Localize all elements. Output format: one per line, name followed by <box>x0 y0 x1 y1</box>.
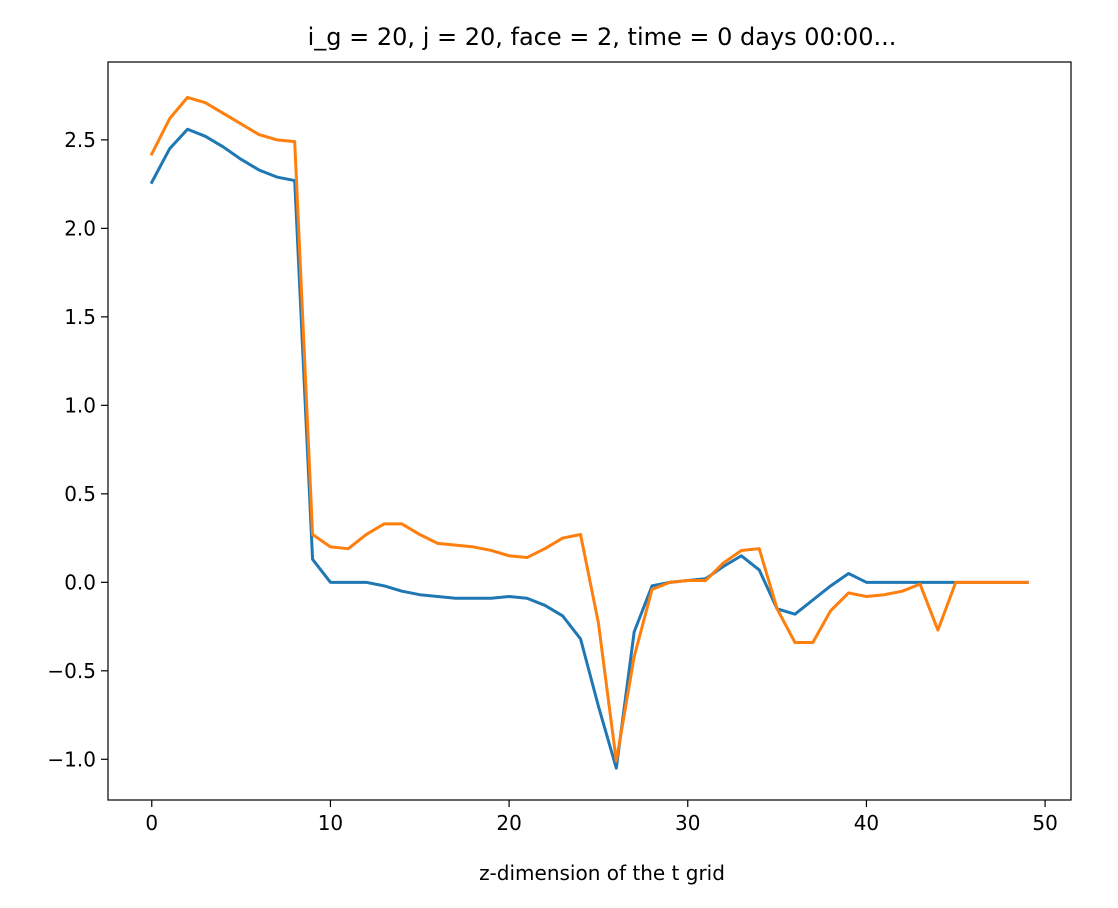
x-tick-label: 40 <box>854 811 879 835</box>
plot-frame <box>107 61 1072 801</box>
series-line-1 <box>149 127 1029 770</box>
x-tick-label: 10 <box>318 811 343 835</box>
x-axis-label: z-dimension of the t grid <box>479 861 725 885</box>
y-tick-label: 1.5 <box>64 305 96 329</box>
y-tick-label: −1.0 <box>47 747 96 771</box>
x-tick-label: 50 <box>1032 811 1057 835</box>
chart-title: i_g = 20, j = 20, face = 2, time = 0 day… <box>308 23 897 51</box>
x-tick-label: 20 <box>496 811 521 835</box>
y-tick-label: 2.5 <box>64 128 96 152</box>
y-tick-label: 1.0 <box>64 393 96 417</box>
x-tick-label: 0 <box>145 811 158 835</box>
x-tick-label: 30 <box>675 811 700 835</box>
y-tick-label: 2.0 <box>64 216 96 240</box>
series-line-2 <box>149 95 1029 763</box>
y-tick-label: 0.5 <box>64 482 96 506</box>
series-layer <box>149 95 1029 770</box>
y-tick-label: 0.0 <box>64 570 96 594</box>
axes-layer: 0 10 20 30 40 50 −1.0 −0.5 0.0 0.5 1.0 1.5 2.0 2.5 <box>47 128 1057 835</box>
y-tick-label: −0.5 <box>47 659 96 683</box>
